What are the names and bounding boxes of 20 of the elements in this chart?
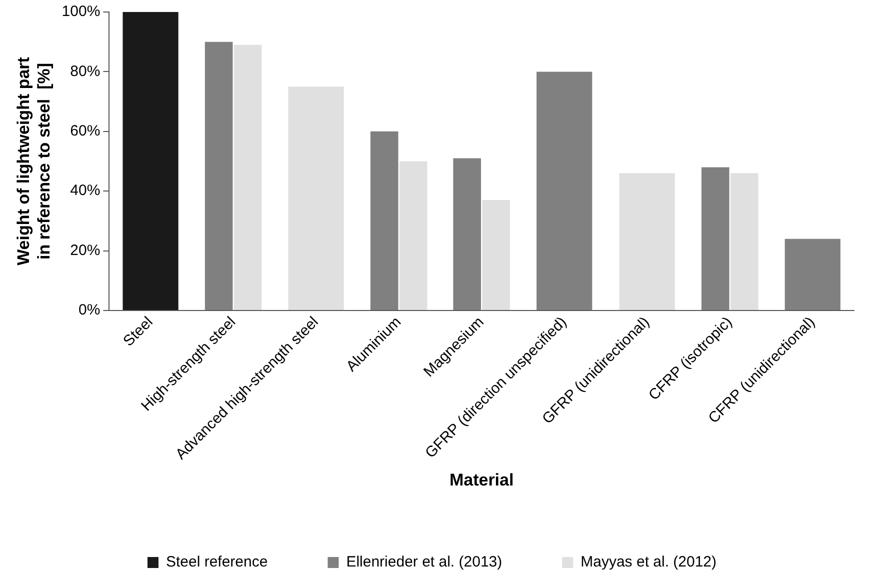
bar <box>701 167 730 310</box>
bar <box>204 42 233 310</box>
bar <box>453 158 482 310</box>
bar <box>234 44 262 310</box>
x-axis-title: Material <box>449 470 514 490</box>
bar <box>730 173 758 310</box>
bar <box>482 200 510 310</box>
legend-label: Ellenrieder et al. (2013) <box>346 554 502 571</box>
bar <box>399 161 428 310</box>
y-tick-label: 100% <box>62 3 100 20</box>
y-tick-label: 0% <box>78 302 100 319</box>
y-tick-label: 40% <box>70 182 100 200</box>
bar <box>122 12 178 310</box>
bar <box>370 131 398 310</box>
legend-label: Steel reference <box>166 554 268 571</box>
y-tick-label: 20% <box>70 242 100 259</box>
y-tick-label: 80% <box>70 62 100 80</box>
legend-label: Mayyas et al. (2012) <box>580 554 717 571</box>
y-axis-title: Weight of lightweight part in reference to steel [%] <box>14 56 54 266</box>
y-tick-label: 60% <box>70 122 100 140</box>
